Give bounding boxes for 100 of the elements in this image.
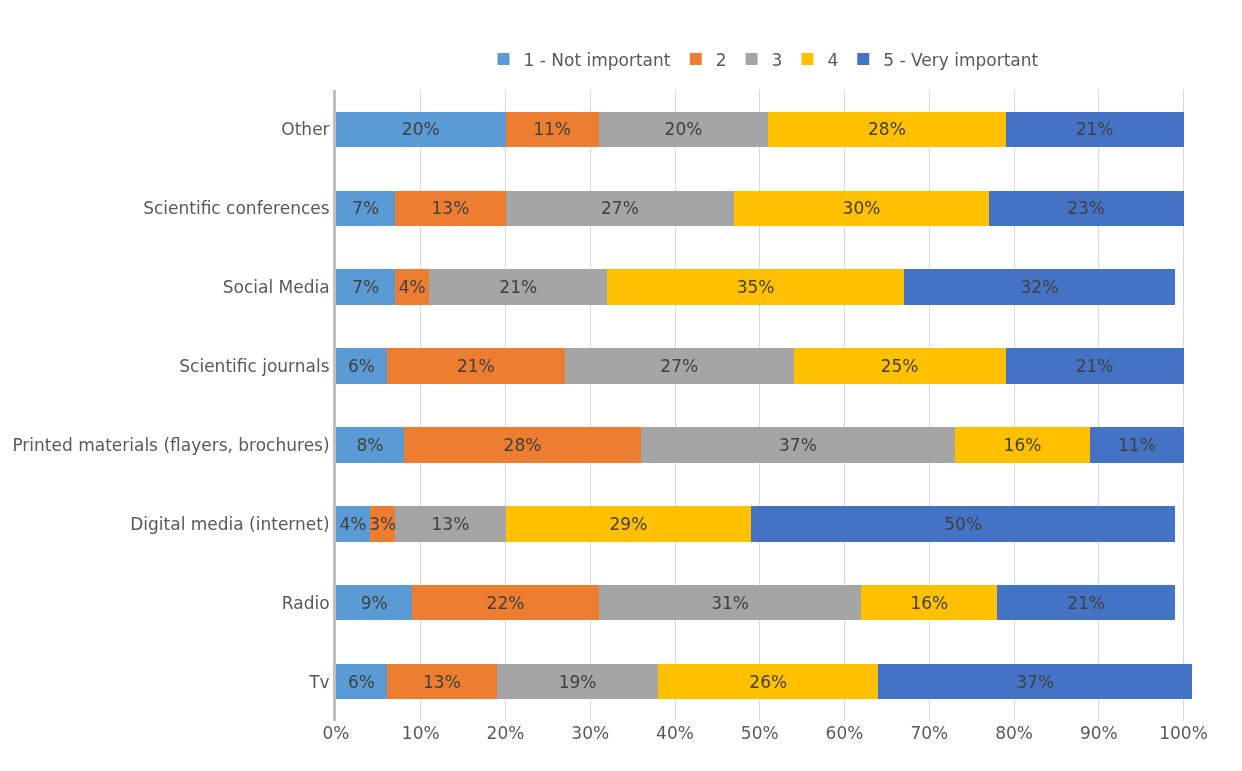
x-tick-label: 0% [322, 723, 350, 743]
bar [607, 269, 904, 305]
data-label: 22% [486, 592, 525, 613]
bar [1090, 427, 1184, 463]
bar [954, 427, 1091, 463]
bar [336, 584, 413, 621]
data-label: 3% [369, 513, 397, 534]
bar [429, 269, 608, 305]
legend-label: 3 [771, 49, 783, 70]
data-label: 4% [339, 513, 367, 534]
y-tick-label: Scientific journals [179, 356, 330, 377]
data-label: 7% [352, 198, 380, 219]
bar [734, 190, 989, 227]
data-label: 13% [423, 671, 461, 692]
bar [598, 584, 862, 621]
bar [598, 111, 769, 148]
bar [386, 663, 498, 700]
x-tick-label: 100% [1159, 723, 1208, 743]
bar [768, 111, 1006, 148]
data-label: 35% [736, 277, 775, 298]
x-tick-label: 20% [486, 723, 525, 743]
bar [403, 427, 642, 463]
data-label: 21% [1075, 119, 1114, 140]
data-label: 21% [456, 356, 495, 377]
bar [497, 663, 659, 700]
bar [505, 506, 752, 542]
bar [1005, 111, 1184, 148]
data-label: 11% [1118, 434, 1156, 455]
data-label: 23% [1067, 198, 1105, 219]
bar [395, 506, 506, 542]
bar [564, 348, 794, 384]
data-label: 27% [601, 198, 639, 219]
data-label: 7% [352, 277, 380, 298]
bar [386, 348, 565, 384]
bar [395, 190, 506, 227]
data-label: 27% [660, 356, 699, 377]
data-label: 21% [499, 277, 538, 298]
y-tick-label: Digital media (internet) [130, 513, 330, 534]
data-label: 28% [867, 119, 906, 140]
bar [1005, 348, 1184, 384]
legend-label: 4 [827, 49, 839, 70]
bar [336, 427, 404, 463]
data-label: 6% [347, 671, 375, 692]
data-label: 20% [401, 119, 440, 140]
bar [336, 190, 396, 227]
data-label: 4% [398, 277, 426, 298]
bar [988, 190, 1184, 227]
x-tick-label: 40% [656, 723, 694, 743]
x-tick-label: 60% [825, 723, 864, 743]
bar [336, 269, 396, 305]
data-label: 21% [1075, 356, 1114, 377]
bar [751, 506, 1176, 542]
legend-label: 2 [715, 49, 727, 70]
y-tick-label: Printed materials (flayers, brochures) [12, 434, 330, 455]
data-label: 16% [1003, 434, 1042, 455]
bar [336, 348, 387, 384]
x-tick-label: 80% [995, 723, 1033, 743]
data-label: 37% [779, 434, 817, 455]
data-label: 28% [503, 434, 542, 455]
bar [412, 584, 599, 621]
data-label: 16% [910, 592, 949, 613]
data-label: 19% [558, 671, 597, 692]
bar [505, 111, 599, 148]
legend-label: 1 - Not important [523, 49, 671, 70]
bar [793, 348, 1006, 384]
data-label: 13% [431, 513, 470, 534]
bar [658, 663, 879, 700]
data-label: 20% [664, 119, 703, 140]
data-label: 21% [1067, 592, 1105, 613]
bar [336, 111, 506, 148]
data-label: 31% [711, 592, 749, 613]
x-tick-label: 90% [1079, 723, 1118, 743]
bar [861, 584, 998, 621]
data-label: 30% [842, 198, 881, 219]
y-tick-label: Other [281, 119, 330, 140]
data-label: 8% [356, 434, 384, 455]
data-label: 25% [880, 356, 919, 377]
bar [878, 663, 1192, 700]
x-tick-label: 30% [571, 723, 610, 743]
data-label: 32% [1020, 277, 1059, 298]
data-label: 9% [360, 592, 388, 613]
data-label: 37% [1016, 671, 1055, 692]
y-tick-label: Radio [281, 592, 330, 613]
y-tick-label: Tv [308, 671, 330, 692]
x-tick-label: 50% [740, 723, 779, 743]
data-label: 29% [609, 513, 648, 534]
bar [997, 584, 1176, 621]
legend-label: 5 - Very important [883, 49, 1039, 70]
data-label: 13% [431, 198, 470, 219]
data-label: 11% [533, 119, 572, 140]
data-label: 26% [749, 671, 788, 692]
bar [505, 190, 735, 227]
x-tick-label: 70% [910, 723, 949, 743]
bar [641, 427, 955, 463]
x-tick-label: 10% [401, 723, 440, 743]
data-label: 50% [944, 513, 983, 534]
data-label: 6% [347, 356, 375, 377]
y-tick-label: Social Media [222, 277, 330, 298]
y-tick-label: Scientific conferences [143, 198, 330, 219]
bar [903, 269, 1176, 305]
